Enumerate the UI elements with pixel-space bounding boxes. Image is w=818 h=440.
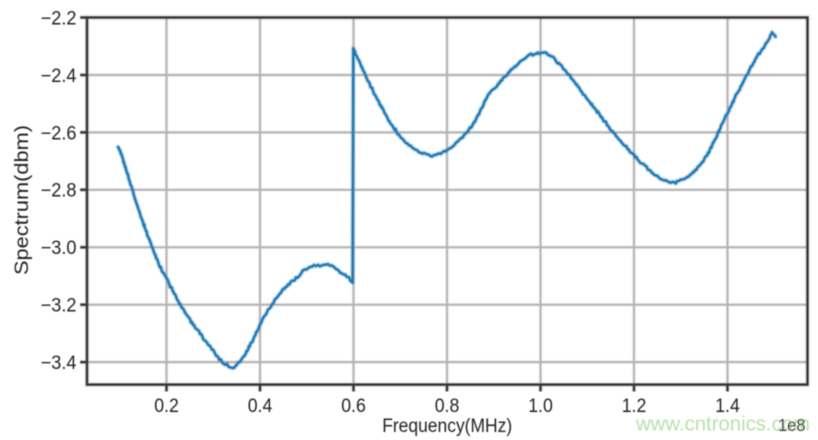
svg-text:0.6: 0.6 — [341, 396, 366, 417]
svg-text:Spectrum(dbm): Spectrum(dbm) — [12, 125, 33, 275]
svg-text:−2.4: −2.4 — [41, 66, 77, 87]
svg-text:−2.6: −2.6 — [41, 123, 77, 144]
svg-text:−3.0: −3.0 — [41, 238, 77, 259]
svg-text:−2.2: −2.2 — [41, 8, 77, 29]
svg-text:1.4: 1.4 — [715, 396, 740, 417]
svg-text:Frequency(MHz): Frequency(MHz) — [382, 416, 512, 437]
svg-text:0.8: 0.8 — [435, 396, 460, 417]
svg-text:−2.8: −2.8 — [41, 181, 77, 202]
svg-text:0.2: 0.2 — [154, 396, 179, 417]
svg-text:1.0: 1.0 — [528, 396, 553, 417]
svg-text:0.4: 0.4 — [248, 396, 273, 417]
svg-text:1e8: 1e8 — [778, 415, 806, 435]
svg-text:−3.2: −3.2 — [41, 296, 77, 317]
svg-text:−3.4: −3.4 — [41, 353, 77, 374]
svg-text:1.2: 1.2 — [622, 396, 647, 417]
svg-text:www.cntronics.com: www.cntronics.com — [635, 413, 810, 436]
